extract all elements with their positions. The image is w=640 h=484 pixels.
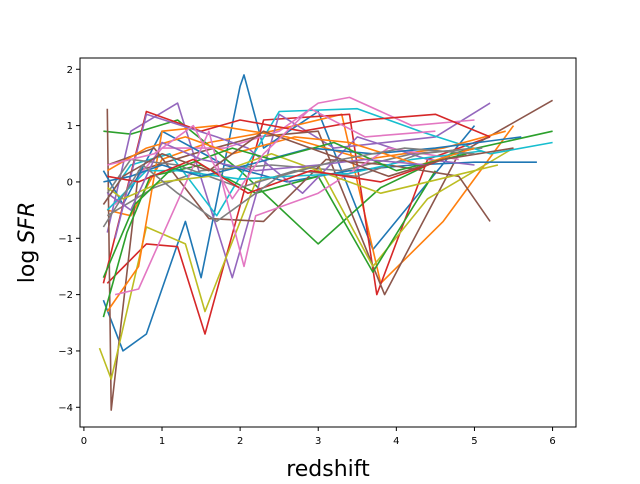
x-tick-label: 4 — [393, 436, 399, 447]
series-line-13 — [102, 164, 437, 318]
series-line-19 — [106, 153, 499, 200]
series-line-16 — [107, 147, 491, 223]
x-axis-label: redshift — [286, 457, 370, 480]
y-tick-label: −3 — [58, 346, 73, 357]
y-tick-label: −1 — [58, 234, 73, 245]
series-line-4 — [106, 113, 491, 335]
series-line-23 — [102, 141, 467, 279]
y-axis-label-prefix: log — [15, 250, 40, 284]
x-tick-label: 2 — [237, 436, 243, 447]
x-tick-label: 6 — [549, 436, 555, 447]
series-line-27 — [107, 107, 436, 200]
series-line-28 — [102, 147, 475, 228]
series-layer — [98, 74, 553, 411]
x-tick-label: 1 — [159, 436, 165, 447]
series-line-21 — [103, 136, 522, 183]
x-tick-label: 5 — [471, 436, 477, 447]
x-tick-label: 0 — [81, 436, 87, 447]
series-line-14 — [102, 110, 491, 284]
series-line-24 — [107, 158, 444, 194]
x-tick-label: 3 — [315, 436, 321, 447]
y-axis-label-variable: SFR — [15, 202, 40, 244]
series-line-22 — [106, 136, 475, 172]
y-tick-label: −2 — [58, 290, 73, 301]
y-tick-label: −4 — [58, 403, 73, 414]
series-line-17 — [114, 130, 459, 296]
series-line-25 — [106, 141, 428, 211]
y-axis-label: log SFR — [15, 202, 40, 283]
axis-layer: 0 1 2 3 4 5 6 −4 −3 −2 −1 0 1 2 — [58, 65, 556, 447]
plot-frame — [79, 57, 577, 428]
series-line-9 — [98, 147, 514, 380]
series-line-7 — [114, 96, 475, 206]
y-tick-label: 1 — [67, 121, 73, 132]
series-line-20 — [106, 150, 483, 211]
y-tick-label: 2 — [67, 65, 73, 76]
y-tick-label: 0 — [67, 177, 73, 188]
series-line-5 — [106, 102, 491, 279]
series-line-18 — [106, 147, 475, 194]
series-line-26 — [102, 130, 514, 205]
